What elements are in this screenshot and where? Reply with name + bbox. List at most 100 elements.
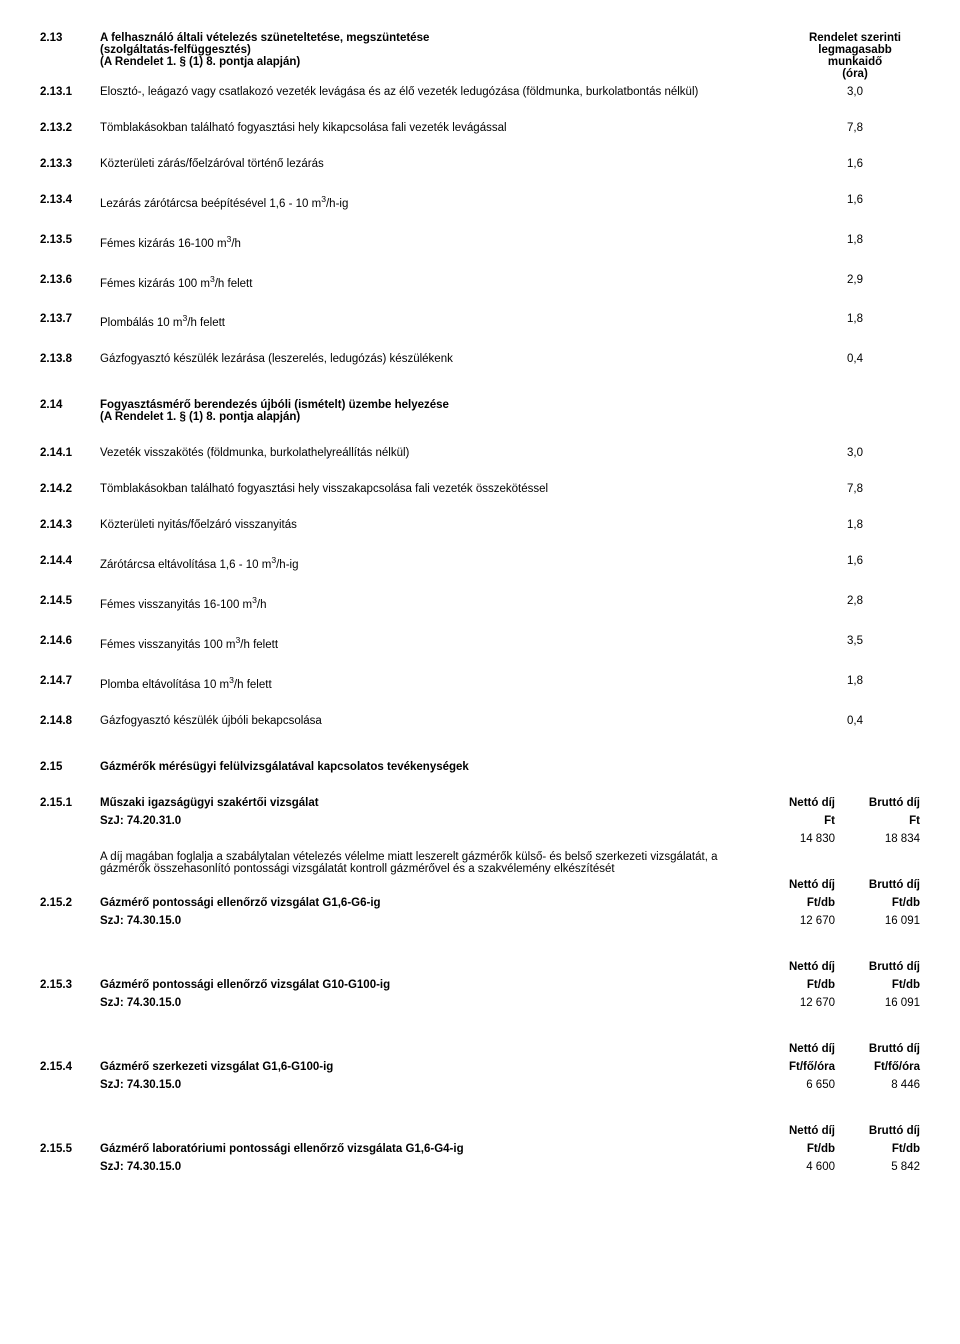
entry-szj: SzJ: 74.30.15.0 [100,997,750,1009]
entry-2153-title: 2.15.3 Gázmérő pontossági ellenőrző vizs… [40,979,920,991]
entry-2151-price: 14 830 18 834 [40,833,920,845]
entry-2153-hdr: Nettó díj Bruttó díj [40,961,920,973]
row-desc: Plomba eltávolítása 10 m3/h felett [100,675,790,691]
entry-2153-szj: SzJ: 74.30.15.0 12 670 16 091 [40,997,920,1009]
row-value: 1,6 [790,158,920,170]
section-num: 2.14 [40,399,100,411]
gross-value: 5 842 [835,1161,920,1173]
table-row: 2.14.6Fémes visszanyitás 100 m3/h felett… [40,635,920,651]
net-unit: Ft/db [750,1143,835,1155]
gross-header: Bruttó díj [835,879,920,891]
title-line: (A Rendelet 1. § (1) 8. pontja alapján) [100,56,770,68]
row-desc: Gázfogyasztó készülék újbóli bekapcsolás… [100,715,790,727]
section-title: A felhasználó általi vételezés szünetelt… [100,32,790,68]
row-desc: Közterületi zárás/főelzáróval történő le… [100,158,790,170]
gross-unit: Ft [835,815,920,827]
entry-2152-hdr: Nettó díj Bruttó díj [40,879,920,891]
table-row: 2.13.2Tömblakásokban található fogyasztá… [40,122,920,134]
row-desc: Vezeték visszakötés (földmunka, burkolat… [100,447,790,459]
row-value: 2,8 [790,595,920,607]
table-row: 2.14.8Gázfogyasztó készülék újbóli bekap… [40,715,920,727]
entry-2155-hdr: Nettó díj Bruttó díj [40,1125,920,1137]
gross-header: Bruttó díj [835,1043,920,1055]
gross-value: 16 091 [835,997,920,1009]
row-value: 1,6 [790,555,920,567]
row-num: 2.14.4 [40,555,100,567]
table-row: 2.13.5Fémes kizárás 16-100 m3/h1,8 [40,234,920,250]
row-num: 2.14.1 [40,447,100,459]
row-num: 2.14.8 [40,715,100,727]
title-line: (A Rendelet 1. § (1) 8. pontja alapján) [100,411,770,423]
row-num: 2.14.3 [40,519,100,531]
table-row: 2.14.4Zárótárcsa eltávolítása 1,6 - 10 m… [40,555,920,571]
row-desc: Tömblakásokban található fogyasztási hel… [100,122,790,134]
net-value: 14 830 [750,833,835,845]
table-row: 2.14.1Vezeték visszakötés (földmunka, bu… [40,447,920,459]
net-unit: Ft/db [750,979,835,991]
gross-header: Bruttó díj [835,961,920,973]
gross-unit: Ft/db [835,1143,920,1155]
net-header: Nettó díj [750,1043,835,1055]
title-line: Fogyasztásmérő berendezés újbóli (isméte… [100,399,770,411]
net-value: 4 600 [750,1161,835,1173]
hdr-line: (óra) [790,68,920,80]
entry-szj: SzJ: 74.30.15.0 [100,915,750,927]
table-row: 2.13.4Lezárás zárótárcsa beépítésével 1,… [40,194,920,210]
table-row: 2.14.2Tömblakásokban található fogyasztá… [40,483,920,495]
net-unit: Ft [750,815,835,827]
row-num: 2.14.7 [40,675,100,687]
table-row: 2.13.3Közterületi zárás/főelzáróval tört… [40,158,920,170]
row-num: 2.13.2 [40,122,100,134]
row-value: 0,4 [790,715,920,727]
row-value: 1,8 [790,234,920,246]
entry-2151-title: 2.15.1 Műszaki igazságügyi szakértői viz… [40,797,920,809]
entry-num: 2.15.3 [40,979,100,991]
row-value: 1,8 [790,313,920,325]
row-num: 2.13.6 [40,274,100,286]
table-row: 2.14.5Fémes visszanyitás 16-100 m3/h2,8 [40,595,920,611]
row-value: 3,0 [790,447,920,459]
gross-header: Bruttó díj [835,1125,920,1137]
table-row: 2.14.7Plomba eltávolítása 10 m3/h felett… [40,675,920,691]
table-row: 2.13.7Plombálás 10 m3/h felett1,8 [40,313,920,329]
row-desc: Fémes kizárás 100 m3/h felett [100,274,790,290]
table-row: 2.13.8Gázfogyasztó készülék lezárása (le… [40,353,920,365]
entry-2152-title: 2.15.2 Gázmérő pontossági ellenőrző vizs… [40,897,920,909]
row-value: 3,5 [790,635,920,647]
row-num: 2.13.8 [40,353,100,365]
net-header: Nettó díj [750,797,835,809]
section-title: Gázmérők mérésügyi felülvizsgálatával ka… [100,761,920,773]
gross-unit: Ft/db [835,897,920,909]
row-value: 0,4 [790,353,920,365]
row-desc: Gázfogyasztó készülék lezárása (leszerel… [100,353,790,365]
row-value: 1,8 [790,519,920,531]
row-num: 2.14.6 [40,635,100,647]
entry-2154-hdr: Nettó díj Bruttó díj [40,1043,920,1055]
entry-2154-szj: SzJ: 74.30.15.0 6 650 8 446 [40,1079,920,1091]
row-desc: Elosztó-, leágazó vagy csatlakozó vezeté… [100,86,790,98]
entry-num: 2.15.1 [40,797,100,809]
net-value: 12 670 [750,997,835,1009]
entry-title: Gázmérő pontossági ellenőrző vizsgálat G… [100,979,750,991]
row-desc: Fémes visszanyitás 100 m3/h felett [100,635,790,651]
net-unit: Ft/fő/óra [750,1061,835,1073]
entry-title: Műszaki igazságügyi szakértői vizsgálat [100,797,750,809]
hdr-line: munkaidő [790,56,920,68]
net-value: 12 670 [750,915,835,927]
gross-value: 18 834 [835,833,920,845]
table-row: 2.13.1Elosztó-, leágazó vagy csatlakozó … [40,86,920,98]
section-215-header: 2.15 Gázmérők mérésügyi felülvizsgálatáv… [40,761,920,773]
row-num: 2.14.2 [40,483,100,495]
section-num: 2.13 [40,32,100,44]
net-header: Nettó díj [750,1125,835,1137]
row-num: 2.13.5 [40,234,100,246]
entry-num: 2.15.5 [40,1143,100,1155]
entry-szj: SzJ: 74.30.15.0 [100,1079,750,1091]
hdr-line: Rendelet szerinti [790,32,920,44]
row-value: 1,8 [790,675,920,687]
section-num: 2.15 [40,761,100,773]
row-num: 2.13.1 [40,86,100,98]
gross-value: 16 091 [835,915,920,927]
title-line: A felhasználó általi vételezés szünetelt… [100,32,770,44]
row-desc: Lezárás zárótárcsa beépítésével 1,6 - 10… [100,194,790,210]
